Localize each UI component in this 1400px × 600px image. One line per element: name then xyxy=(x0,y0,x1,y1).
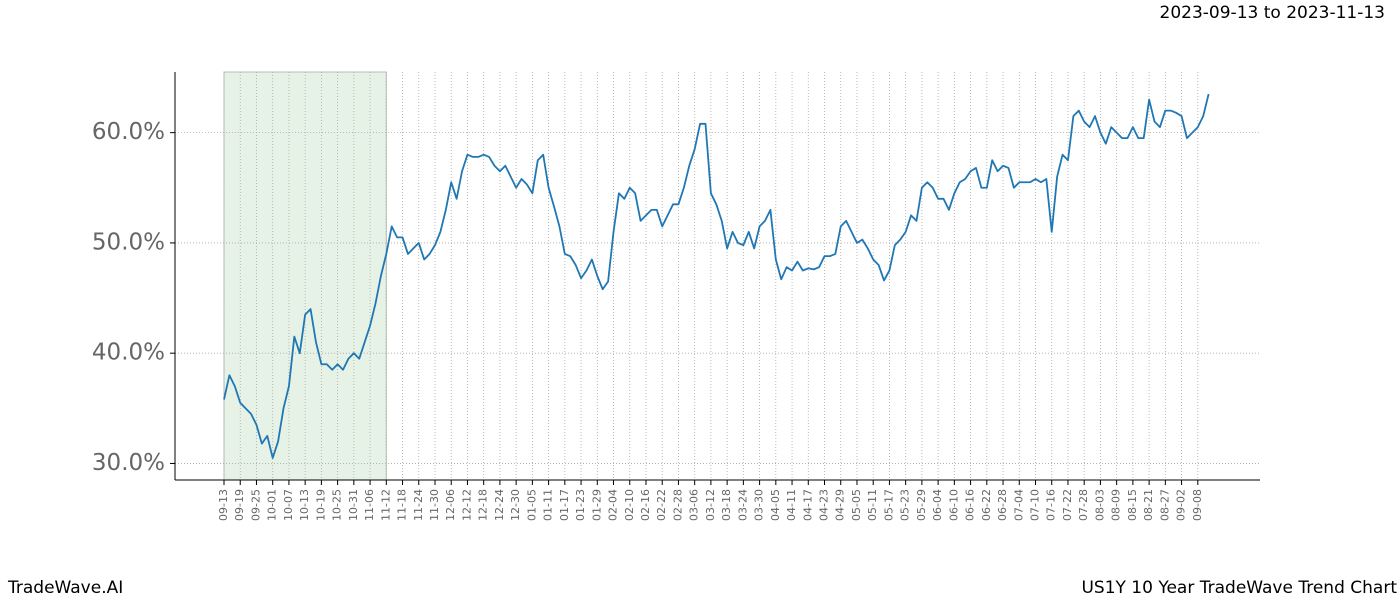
x-tick-label: 08-03 xyxy=(1093,489,1106,521)
x-tick-label: 04-23 xyxy=(818,489,831,521)
x-tick-label: 07-28 xyxy=(1077,489,1090,521)
x-tick-label: 07-04 xyxy=(1012,489,1025,521)
x-tick-label: 09-25 xyxy=(249,489,262,521)
y-tick-label: 30.0% xyxy=(92,450,165,476)
chart-title: 2023-09-13 to 2023-11-13 xyxy=(1160,3,1385,23)
series-line xyxy=(223,93,1210,459)
x-tick-label: 05-29 xyxy=(915,489,928,521)
y-tick-label: 40.0% xyxy=(92,340,165,366)
x-tick-label: 01-05 xyxy=(525,489,538,521)
x-tick-label: 02-16 xyxy=(639,489,652,521)
x-tick-label: 02-04 xyxy=(607,489,620,521)
x-tick-label: 12-12 xyxy=(460,489,473,521)
y-tick-label: 50.0% xyxy=(92,229,165,255)
x-tick-label: 02-10 xyxy=(623,489,636,521)
x-tick-label: 04-29 xyxy=(834,489,847,521)
x-tick-label: 04-11 xyxy=(785,489,798,521)
x-tick-label: 04-05 xyxy=(769,489,782,521)
footer-right: US1Y 10 Year TradeWave Trend Chart xyxy=(1081,578,1397,598)
x-tick-label: 02-22 xyxy=(655,489,668,521)
x-tick-label: 12-30 xyxy=(509,489,522,521)
x-tick-label: 01-11 xyxy=(542,489,555,521)
x-tick-label: 07-10 xyxy=(1029,489,1042,521)
x-tick-label: 08-09 xyxy=(1110,489,1123,521)
x-tick-label: 04-17 xyxy=(801,489,814,521)
x-tick-label: 10-13 xyxy=(298,489,311,521)
x-tick-label: 03-30 xyxy=(753,489,766,521)
x-tick-label: 06-28 xyxy=(996,489,1009,521)
x-tick-label: 11-12 xyxy=(379,489,392,521)
x-tick-label: 10-31 xyxy=(347,489,360,521)
x-tick-label: 05-17 xyxy=(882,489,895,521)
x-tick-label: 01-29 xyxy=(590,489,603,521)
x-tick-label: 12-06 xyxy=(444,489,457,521)
x-tick-label: 09-02 xyxy=(1175,489,1188,521)
x-tick-label: 11-24 xyxy=(412,489,425,521)
x-tick-label: 10-19 xyxy=(314,489,327,521)
x-tick-label: 06-10 xyxy=(947,489,960,521)
x-tick-label: 10-07 xyxy=(282,489,295,521)
x-tick-label: 01-23 xyxy=(574,489,587,521)
x-tick-label: 03-18 xyxy=(720,489,733,521)
x-tick-label: 03-06 xyxy=(688,489,701,521)
x-tick-label: 05-05 xyxy=(850,489,863,521)
x-tick-label: 10-25 xyxy=(331,489,344,521)
x-tick-label: 08-21 xyxy=(1142,489,1155,521)
x-tick-label: 01-17 xyxy=(558,489,571,521)
x-tick-label: 03-24 xyxy=(736,489,749,521)
x-tick-label: 09-08 xyxy=(1191,489,1204,521)
x-tick-label: 05-11 xyxy=(866,489,879,521)
x-tick-label: 02-28 xyxy=(671,489,684,521)
y-tick-label: 60.0% xyxy=(92,119,165,145)
x-tick-label: 06-22 xyxy=(980,489,993,521)
x-tick-label: 08-15 xyxy=(1126,489,1139,521)
x-tick-label: 06-04 xyxy=(931,489,944,521)
x-tick-label: 08-27 xyxy=(1158,489,1171,521)
x-tick-label: 03-12 xyxy=(704,489,717,521)
x-tick-label: 11-30 xyxy=(428,489,441,521)
x-tick-label: 09-19 xyxy=(233,489,246,521)
x-tick-label: 05-23 xyxy=(899,489,912,521)
x-tick-label: 12-24 xyxy=(493,489,506,521)
x-tick-label: 10-01 xyxy=(266,489,279,521)
x-tick-label: 07-16 xyxy=(1045,489,1058,521)
x-tick-label: 12-18 xyxy=(477,489,490,521)
x-tick-label: 09-13 xyxy=(217,489,230,521)
x-tick-label: 11-06 xyxy=(363,489,376,521)
x-tick-label: 11-18 xyxy=(396,489,409,521)
x-tick-label: 07-22 xyxy=(1061,489,1074,521)
footer-left: TradeWave.AI xyxy=(7,578,123,598)
x-tick-label: 06-16 xyxy=(964,489,977,521)
